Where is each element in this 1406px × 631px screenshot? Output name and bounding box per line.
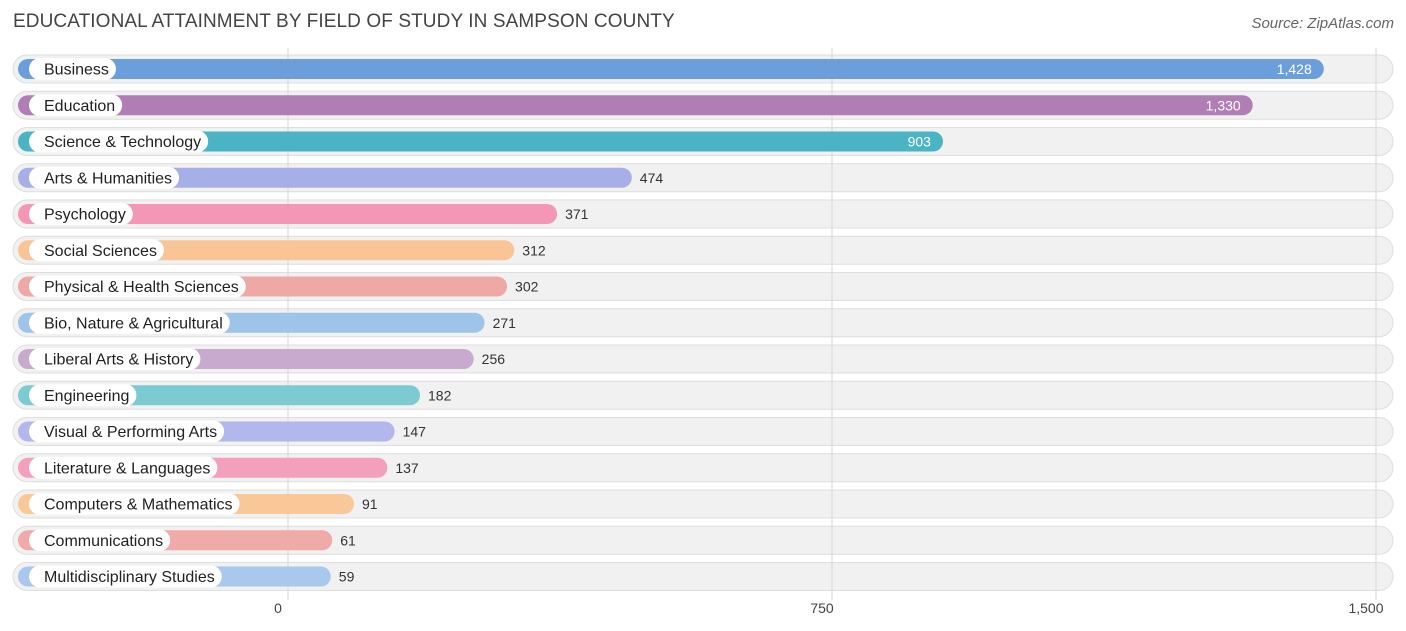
category-pill (29, 239, 164, 262)
value-label: 312 (522, 242, 546, 258)
value-label: 91 (362, 496, 378, 512)
category-pill (29, 348, 201, 370)
category-label: Computers & Mathematics (44, 497, 233, 514)
category-label: Visual & Performing Arts (44, 424, 217, 441)
row-background (12, 525, 1394, 555)
row-background (12, 562, 1394, 591)
value-label: 59 (339, 569, 355, 585)
category-pill (29, 166, 180, 189)
category-label: Education (44, 98, 115, 115)
category-pill (29, 420, 225, 443)
category-label: Business (44, 62, 109, 79)
category-pill (29, 58, 116, 80)
value-label: 256 (482, 351, 506, 367)
category-pill (29, 311, 230, 334)
x-tick-label: 1,500 (1348, 600, 1383, 616)
value-label: 137 (395, 460, 419, 476)
bars: Business 1,428 Education 1,330 Science & Tec… (18, 58, 1324, 588)
bar (18, 204, 558, 224)
x-axis-ticks: 0 750 1,500 (274, 600, 1384, 616)
category-pill (29, 94, 123, 117)
category-pill (29, 130, 209, 153)
value-label: 182 (428, 387, 452, 403)
category-label: Arts & Humanities (44, 170, 172, 187)
category-label: Social Sciences (44, 243, 157, 260)
category-label: Liberal Arts & History (44, 352, 193, 369)
category-pill (29, 493, 240, 515)
bar (18, 95, 1253, 116)
category-label: Communications (44, 533, 163, 550)
category-label: Engineering (44, 388, 129, 405)
category-pill (29, 275, 246, 298)
category-pill (29, 529, 171, 552)
category-pill (29, 203, 133, 225)
bar (18, 59, 1324, 79)
category-label: Psychology (44, 207, 126, 224)
category-label: Physical & Health Sciences (44, 279, 239, 296)
x-tick-label: 750 (810, 600, 834, 616)
source-label: Source: ZipAtlas.com (1251, 15, 1394, 32)
value-label: 903 (908, 134, 932, 150)
category-label: Literature & Languages (44, 460, 210, 477)
value-label: 271 (493, 315, 517, 331)
category-pill (29, 565, 222, 588)
value-label: 371 (565, 206, 589, 222)
x-tick-label: 0 (274, 600, 282, 616)
value-label: 1,428 (1277, 61, 1312, 77)
chart-title: EDUCATIONAL ATTAINMENT BY FIELD OF STUDY… (13, 11, 675, 32)
category-pill (29, 384, 137, 407)
value-label: 474 (640, 170, 664, 186)
category-label: Bio, Nature & Agricultural (44, 315, 223, 332)
value-label: 1,330 (1206, 97, 1241, 113)
value-label: 302 (515, 279, 539, 295)
category-pill (29, 456, 218, 479)
row-background (12, 489, 1394, 519)
value-label: 147 (403, 424, 427, 440)
category-label: Science & Technology (44, 134, 201, 151)
category-label: Multidisciplinary Studies (44, 569, 215, 586)
bar (18, 131, 943, 152)
value-label: 61 (340, 532, 356, 548)
